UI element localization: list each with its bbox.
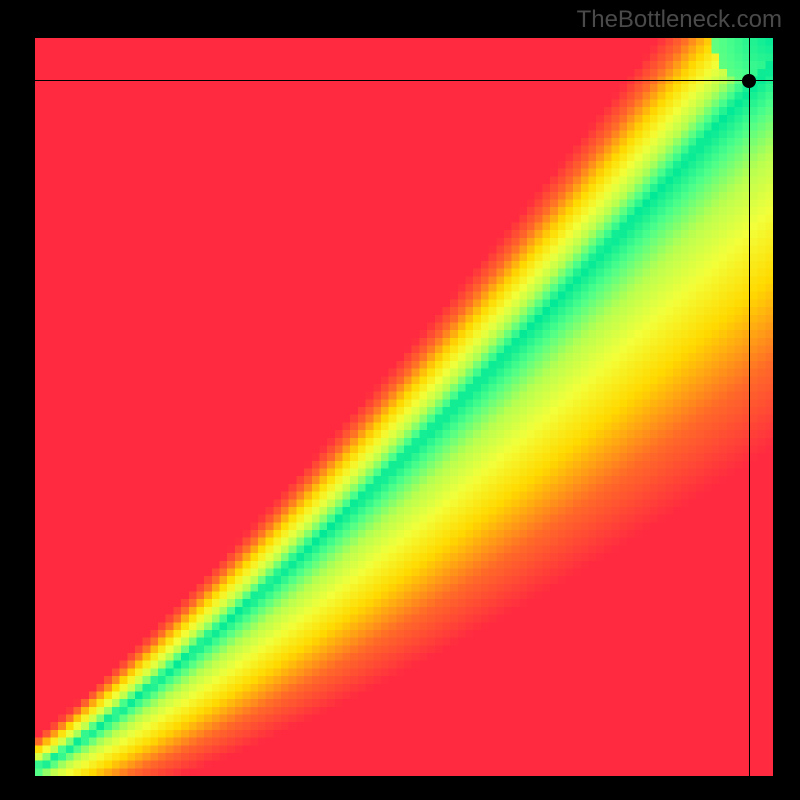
heatmap-plot: [35, 38, 773, 776]
heatmap-canvas: [35, 38, 773, 776]
watermark-text: TheBottleneck.com: [577, 6, 782, 34]
crosshair-vertical: [749, 38, 750, 776]
crosshair-horizontal: [35, 80, 773, 81]
crosshair-marker: [742, 74, 756, 88]
